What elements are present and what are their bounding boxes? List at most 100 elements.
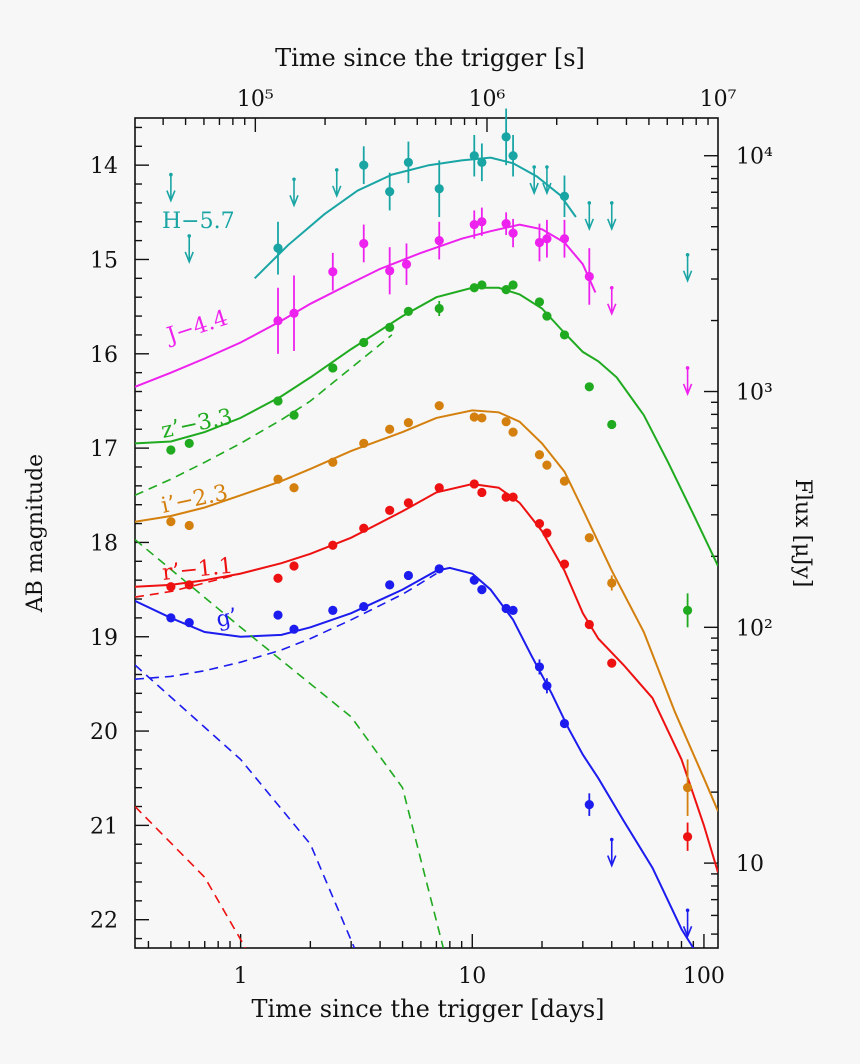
upper-limit-arrowhead — [682, 925, 693, 939]
data-point — [434, 184, 444, 194]
upper-limit-arrowhead — [682, 270, 693, 283]
data-point — [289, 624, 299, 634]
data-point — [273, 316, 283, 326]
series-label-g: g’ — [214, 604, 240, 633]
y-tick-label: 21 — [90, 814, 118, 839]
upper-limit-dot — [685, 252, 690, 257]
data-point — [477, 584, 487, 595]
data-point — [584, 800, 594, 810]
data-point — [328, 267, 338, 277]
data-point — [508, 605, 518, 615]
data-point — [166, 517, 176, 527]
data-point — [534, 237, 545, 248]
model-curve — [253, 156, 577, 280]
model-curve-dashed — [135, 334, 393, 497]
data-point — [403, 418, 414, 428]
data-point — [559, 234, 570, 244]
data-point — [477, 487, 487, 498]
data-point — [534, 518, 545, 529]
upper-limit-dot — [334, 168, 339, 172]
data-point — [385, 322, 395, 332]
data-point — [359, 601, 369, 612]
y-tick-label: 15 — [90, 248, 118, 273]
y-axis-title: AB magnitude — [23, 454, 48, 613]
data-point — [434, 303, 444, 314]
data-point — [184, 438, 194, 448]
upper-limit-arrowhead — [166, 190, 176, 203]
upper-limit-dot — [587, 201, 592, 205]
upper-limit-arrowhead — [607, 855, 617, 868]
data-point — [184, 618, 194, 628]
data-point — [534, 450, 545, 460]
data-point — [328, 605, 338, 615]
upper-limit-arrowhead — [289, 195, 299, 208]
data-point — [469, 283, 479, 293]
data-point — [273, 573, 283, 583]
data-point — [508, 427, 518, 437]
data-point — [559, 330, 570, 340]
x-tick-label: 10 — [458, 964, 486, 989]
upper-limit-arrowhead — [332, 185, 342, 199]
y-tick-label: 17 — [90, 437, 118, 462]
data-point — [508, 228, 518, 238]
data-point — [477, 280, 487, 290]
data-point — [328, 363, 338, 373]
series-label-z: z’−3.3 — [159, 404, 235, 443]
data-point — [534, 662, 545, 672]
data-point — [273, 610, 283, 620]
data-point — [273, 243, 283, 253]
data-point — [584, 382, 594, 392]
tick-labels: 1 10 100 10⁵ 10⁶ 10⁷ 14 15 16 17 18 19 20 21 22 10 10² 10… — [90, 87, 773, 989]
data-point — [607, 658, 617, 668]
upper-limit-dot — [609, 837, 614, 842]
data-point — [559, 718, 570, 729]
upper-limit-dot — [292, 177, 296, 182]
data-point — [501, 132, 511, 142]
model-curve — [135, 566, 695, 948]
series-label-h: H−5.7 — [162, 209, 235, 234]
data-point — [469, 151, 479, 161]
data-point — [166, 582, 176, 592]
data-point — [559, 476, 570, 486]
data-point — [289, 561, 299, 571]
data-point — [607, 419, 617, 430]
data-point — [434, 236, 444, 246]
model-curve — [135, 223, 597, 388]
x2-tick-label: 10⁷ — [700, 87, 737, 112]
data-point — [289, 483, 299, 493]
upper-limit-arrowhead — [184, 251, 194, 265]
upper-limit-arrowhead — [584, 218, 595, 232]
data-point — [584, 533, 594, 543]
data-point — [403, 157, 414, 167]
model-curve-dashed — [135, 572, 437, 680]
data-point — [403, 570, 414, 581]
data-point — [184, 580, 194, 590]
data-point — [273, 396, 283, 406]
data-point — [501, 219, 511, 229]
data-point — [542, 234, 552, 244]
data-point — [584, 271, 594, 282]
data-point — [385, 505, 395, 515]
data-points — [166, 108, 693, 939]
model-curve — [135, 286, 718, 567]
data-point — [166, 613, 176, 623]
upper-limit-dot — [685, 908, 690, 913]
data-point — [682, 832, 693, 842]
y2-tick-label: 10³ — [736, 381, 773, 406]
data-point — [434, 564, 444, 574]
data-point — [403, 306, 414, 316]
data-point — [477, 157, 487, 167]
upper-limit-dot — [169, 172, 173, 177]
upper-limit-dot — [532, 165, 536, 169]
data-point — [542, 460, 552, 470]
x-tick-label: 100 — [683, 964, 725, 989]
data-point — [359, 160, 369, 170]
y-tick-label: 14 — [90, 154, 118, 179]
x2-axis-title: Time since the trigger [s] — [275, 44, 585, 72]
data-point — [469, 412, 479, 422]
data-point — [434, 483, 444, 493]
data-point — [328, 457, 338, 467]
data-point — [359, 337, 369, 348]
x-tick-label: 1 — [234, 964, 248, 989]
upper-limit-arrowhead — [607, 218, 617, 232]
